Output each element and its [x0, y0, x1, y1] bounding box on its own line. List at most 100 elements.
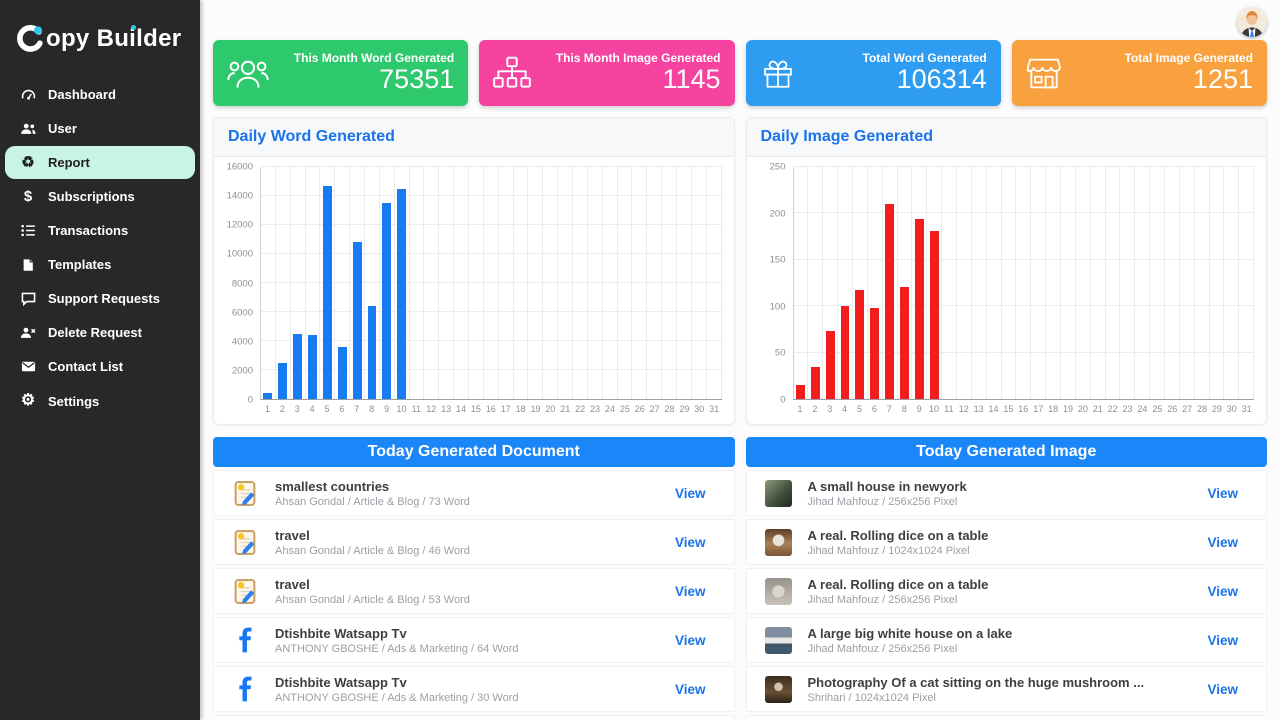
bar-slot-13	[972, 167, 987, 399]
plot-grid	[260, 166, 722, 400]
view-link[interactable]: View	[674, 583, 706, 599]
sidebar-item-user[interactable]: User	[5, 112, 195, 145]
bar-day-9	[914, 218, 924, 399]
brand-c-icon	[14, 24, 44, 54]
view-link[interactable]: View	[674, 632, 706, 648]
sidebar-item-contact-list[interactable]: Contact List	[5, 350, 195, 383]
memo-icon	[232, 578, 262, 605]
x-tick-label: 18	[515, 404, 526, 414]
item-title: travel	[275, 527, 310, 543]
x-axis-labels: 1 2 3 4 5 6 7 8 9 10 11 12 13 14 15 16 17 18 19 20 21 22 23 24 2…	[793, 404, 1255, 414]
topbar	[213, 0, 1267, 40]
stat-text: Total Image Generated 1251	[1074, 51, 1253, 95]
bar-slot-4	[838, 167, 853, 399]
stat-label: Total Word Generated	[862, 51, 987, 66]
gridline-h	[793, 212, 1254, 214]
sidebar-item-subscriptions[interactable]: $ Subscriptions	[5, 180, 195, 213]
sidebar-item-templates[interactable]: Templates	[5, 248, 195, 281]
view-link[interactable]: View	[1207, 485, 1238, 501]
bar-slot-16	[484, 167, 499, 399]
bar-slot-17	[499, 167, 514, 399]
x-tick-label: 29	[1211, 404, 1222, 414]
item-title: A small house in newyork	[807, 478, 967, 494]
bar-slot-14	[454, 167, 470, 399]
bar-slot-29	[677, 167, 692, 399]
y-tick-label: 10000	[226, 248, 253, 260]
list-item: Dtishbite Watsapp Tv ANTHONY GBOSHE / Ads…	[213, 617, 735, 663]
bar-slot-5	[320, 167, 336, 399]
bar-slot-11	[410, 167, 425, 399]
bar-slot-22	[1106, 167, 1121, 399]
x-tick-label: 17	[1033, 404, 1044, 414]
item-text: A large big white house on a lake Jihad M…	[808, 626, 1196, 655]
facebook-icon	[232, 676, 262, 702]
x-tick-label: 20	[545, 404, 556, 414]
bar-day-7	[885, 204, 894, 399]
bar-day-3	[825, 331, 835, 399]
images-panel: Today Generated Image A small house in n…	[745, 437, 1267, 720]
x-tick-label: 3	[294, 404, 300, 414]
view-link[interactable]: View	[674, 534, 706, 550]
sidebar-item-delete-request[interactable]: Delete Request	[5, 316, 195, 349]
sidebar-item-settings[interactable]: ⚙ Settings	[5, 384, 195, 418]
thumbnail-lake-house	[764, 626, 795, 654]
bar-day-7	[352, 242, 362, 399]
y-tick-label: 8000	[231, 278, 253, 289]
item-meta: Ahsan Gondal / Article & Blog / 73 Word	[275, 495, 470, 508]
item-meta: Jihad Mahfouz / 256x256 Pixel	[807, 593, 958, 606]
sidebar-item-report[interactable]: ♻ Report	[5, 146, 195, 179]
item-title: A real. Rolling dice on a table	[807, 576, 989, 592]
x-tick-label: 21	[1092, 404, 1103, 414]
thumbnail-image	[764, 528, 792, 556]
y-tick-label: 16000	[226, 161, 253, 173]
item-meta: Ahsan Gondal / Article & Blog / 53 Word	[275, 593, 470, 606]
bar-day-4	[840, 306, 850, 399]
thumbnail-house	[764, 479, 795, 507]
bar-day-4	[308, 335, 317, 399]
bar-slot-8	[898, 167, 913, 399]
x-tick-label: 27	[649, 404, 660, 414]
view-link[interactable]: View	[1207, 632, 1238, 648]
chart-title: Daily Word Generated	[228, 128, 395, 145]
view-link[interactable]: View	[674, 681, 706, 697]
y-tick-label: 100	[769, 301, 786, 313]
images-rows: A small house in newyork Jihad Mahfouz / …	[745, 470, 1267, 720]
bar-slots	[261, 167, 722, 399]
documents-panel: Today Generated Document smallest countr…	[213, 437, 735, 720]
main-content: This Month Word Generated 75351 This Month…	[200, 0, 1280, 720]
bar-slot-1	[261, 167, 276, 399]
item-meta: Shrihari / 1024x1024 Pixel	[807, 691, 936, 704]
sidebar-item-transactions[interactable]: Transactions	[5, 214, 195, 247]
stat-text: This Month Word Generated 75351	[275, 51, 454, 95]
list-item-partial	[213, 715, 735, 720]
view-link[interactable]: View	[1207, 681, 1238, 697]
sidebar-item-label: Templates	[48, 257, 112, 272]
view-link[interactable]: View	[1207, 583, 1238, 599]
bar-slot-6	[335, 167, 351, 399]
gridline-h	[261, 253, 722, 254]
lists-row: Today Generated Document smallest countr…	[213, 437, 1267, 720]
item-meta: Jihad Mahfouz / 256x256 Pixel	[807, 642, 958, 655]
sidebar-item-support-requests[interactable]: Support Requests	[5, 282, 195, 315]
list-item: A small house in newyork Jihad Mahfouz / …	[745, 470, 1267, 516]
x-tick-label: 22	[575, 404, 586, 414]
facebook-icon	[232, 627, 262, 653]
item-text: travel Ahsan Gondal / Article & Blog / 53…	[275, 577, 663, 606]
user-avatar[interactable]	[1237, 7, 1267, 37]
view-link[interactable]: View	[1207, 534, 1238, 550]
sidebar: opy Builder Dashboard User ♻ Report $ Subscrip…	[0, 0, 200, 720]
y-tick-label: 0	[780, 394, 786, 406]
x-tick-label: 7	[354, 404, 360, 414]
bar-slot-19	[1061, 167, 1076, 399]
bar-slot-24	[603, 167, 618, 399]
bar-slot-17	[1031, 167, 1047, 399]
bar-slot-10	[927, 167, 943, 399]
item-meta: Jihad Mahfouz / 1024x1024 Pixel	[807, 544, 970, 557]
y-tick-label: 200	[769, 208, 786, 220]
view-link[interactable]: View	[674, 485, 706, 501]
sidebar-item-dashboard[interactable]: Dashboard	[5, 78, 195, 111]
bar-slot-15	[1002, 167, 1017, 399]
bar-slot-31	[1239, 167, 1255, 399]
x-tick-label: 24	[604, 404, 615, 414]
brand-logo[interactable]: opy Builder	[0, 0, 200, 62]
